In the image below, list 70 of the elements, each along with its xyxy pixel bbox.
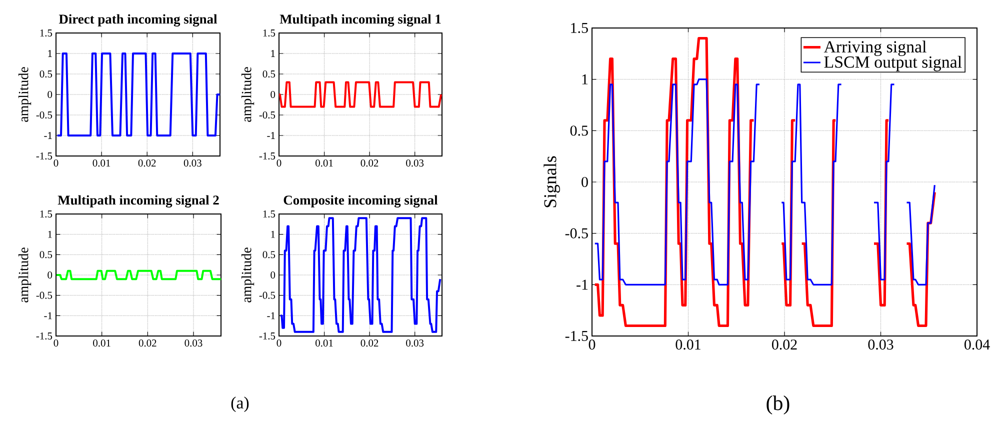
y-tick-label: 0.5	[570, 126, 588, 136]
y-axis-title: Signals	[544, 156, 560, 208]
y-tick-label: 1	[48, 50, 52, 57]
y-tick-label: -0.5	[259, 111, 276, 119]
legend-label: Arriving signal	[824, 40, 926, 56]
y-axis-title: amplitude	[18, 67, 32, 122]
x-tick-label: 0.03	[406, 160, 424, 167]
y-tick-label: 0.5	[40, 70, 52, 78]
y-tick-label: 1.5	[263, 29, 276, 37]
y-tick-label: -0.5	[565, 228, 588, 238]
x-tick-label: 0.04	[964, 340, 990, 350]
y-tick-label: 1	[582, 74, 588, 84]
x-tick-label: 0.03	[184, 160, 202, 167]
text: (b)	[766, 396, 790, 414]
y-tick-label: 1.5	[263, 210, 276, 218]
chart-title: Multipath incoming signal 2	[58, 195, 219, 208]
x-tick-label: 0	[54, 340, 58, 347]
y-tick-label: -1	[44, 312, 52, 320]
y-tick-label: 0.5	[262, 70, 276, 78]
text: (a)	[231, 396, 249, 412]
y-axis-title: amplitude	[241, 67, 254, 122]
y-tick-label: -0.5	[259, 292, 276, 299]
chart-title: Direct path incoming signal	[58, 14, 218, 26]
y-tick-label: 0	[270, 271, 276, 279]
line-series	[279, 217, 442, 333]
legend-label: LSCM output signal	[824, 56, 962, 72]
y-tick-label: -1	[44, 132, 52, 139]
y-tick-label: 0	[48, 90, 52, 98]
x-tick-label: 0.02	[138, 160, 156, 167]
x-tick-label: 0.02	[772, 340, 797, 350]
y-axis-title: amplitude	[18, 248, 32, 302]
y-tick-label: -0.5	[36, 292, 52, 299]
y-tick-label: 0.5	[262, 251, 276, 258]
x-tick-label: 0.02	[360, 340, 378, 347]
y-tick-label: -1	[267, 132, 275, 139]
y-tick-label: 1.5	[571, 22, 588, 34]
y-tick-label: 0.5	[40, 251, 52, 258]
x-tick-label: 0	[54, 160, 58, 167]
x-tick-label: 0	[276, 340, 282, 347]
y-tick-label: 1.5	[40, 210, 52, 218]
y-tick-label: 1	[271, 230, 275, 238]
y-tick-label: 1	[48, 230, 52, 238]
x-tick-label: 0.01	[93, 340, 110, 347]
y-tick-label: -1	[267, 312, 275, 320]
y-tick-label: 0	[270, 90, 276, 98]
x-tick-label: 0.01	[676, 340, 700, 350]
y-tick-label: -0.5	[36, 111, 52, 119]
y-tick-label: -1	[576, 280, 588, 290]
x-tick-label: 0.01	[92, 160, 110, 167]
x-tick-label: 0.02	[360, 160, 378, 167]
x-tick-label: 0	[276, 160, 282, 167]
y-tick-label: -1.5	[259, 332, 276, 340]
y-tick-label: -1.5	[36, 332, 52, 340]
chart-title: Composite incoming signal	[284, 195, 438, 208]
x-tick-label: 0	[588, 340, 596, 350]
y-tick-label: 1	[271, 50, 275, 57]
y-tick-label: -1.5	[565, 330, 588, 342]
y-tick-label: 0	[48, 271, 52, 279]
x-tick-label: 0.01	[316, 340, 333, 347]
x-tick-label: 0.01	[316, 160, 333, 167]
y-tick-label: 1.5	[40, 29, 52, 37]
y-tick-label: 0	[582, 176, 588, 188]
y-axis-title: amplitude	[241, 248, 254, 302]
x-tick-label: 0.02	[138, 340, 156, 347]
y-tick-label: -1.5	[259, 152, 276, 160]
y-tick-label: -1.5	[36, 152, 52, 160]
x-tick-label: 0.03	[184, 340, 202, 347]
x-tick-label: 0.03	[868, 340, 894, 350]
x-tick-label: 0.03	[406, 340, 424, 347]
chart-title: Multipath incoming signal 1	[280, 14, 441, 26]
